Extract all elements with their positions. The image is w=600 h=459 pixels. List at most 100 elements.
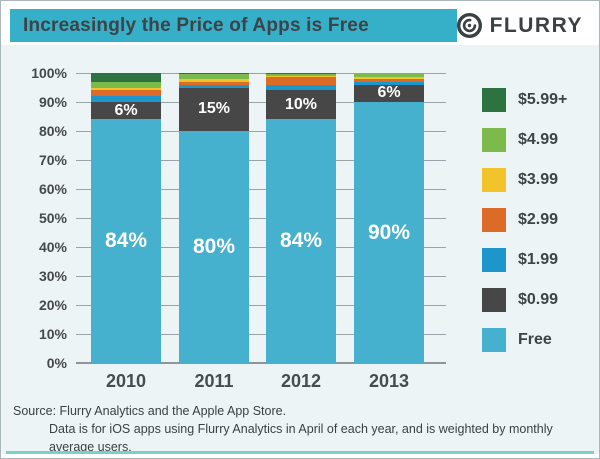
legend-swatch [482,128,506,152]
bar-segment-099: 10% [266,90,336,120]
bar-segment-099: 6% [354,84,424,102]
source-note: Source: Flurry Analytics and the Apple A… [13,402,599,456]
bar-2013: 90% 6% [354,73,424,363]
bar-segment-399 [266,75,336,78]
legend-label: $4.99 [518,131,559,148]
legend-item: $5.99+ [482,88,567,112]
bar-segment-099: 6% [91,101,161,120]
gridline [76,159,446,161]
bar-segment-free: 80% [179,131,249,363]
x-axis-label: 2011 [194,371,234,391]
legend-item: $0.99 [482,288,567,312]
legend-item: Free [482,328,567,352]
legend-label: $5.99+ [518,91,568,108]
gridline [76,275,446,277]
x-axis-baseline [76,362,446,364]
legend-swatch [482,248,506,272]
legend-item: $2.99 [482,208,567,232]
flurry-logo-icon [456,12,483,39]
brand-name: FLURRY [489,13,583,37]
bar-segment-299 [266,77,336,85]
legend-swatch [482,288,506,312]
gridline [76,217,446,219]
bar-value-label: 90% [367,220,411,244]
gridline [76,130,446,132]
bar-segment-599+ [91,73,161,82]
y-tick-label: 70% [38,152,67,168]
brand-logo: FLURRY [456,12,583,39]
bar-segment-399 [354,77,424,79]
bar-segment-299 [354,78,424,82]
legend-swatch [482,88,506,112]
bar-segment-499 [91,81,161,88]
bar-2011: 80% 15% [179,73,249,363]
bar-segment-399 [91,87,161,91]
title-bar: Increasingly the Price of Apps is Free [10,9,457,42]
bar-segment-499 [354,73,424,78]
legend-item: $3.99 [482,168,567,192]
bottom-strip [1,454,599,458]
x-axis-label: 2010 [105,371,147,391]
legend-label: $2.99 [518,211,559,228]
bar-segment-299 [179,81,249,85]
y-axis: 0% 10% 20% 30% 40% 50% 60% 70% 80% 90% 100% [9,65,67,371]
bottom-rule [6,451,594,454]
bar-segment-199 [179,84,249,88]
legend-item: $4.99 [482,128,567,152]
bar-segment-499 [179,74,249,79]
bar-segment-199 [91,96,161,103]
legend-label: $1.99 [518,251,559,268]
bar-segment-599+ [266,73,336,75]
bar-value-label: 15% [197,100,231,118]
bar-segment-299 [91,90,161,97]
source-line-1: Source: Flurry Analytics and the Apple A… [13,404,287,418]
bar-2010: 84% 6% [91,73,161,363]
bar-segment-099: 15% [179,87,249,131]
gridline [76,246,446,248]
y-tick-label: 0% [46,355,67,371]
gridline [76,188,446,190]
bar-segment-399 [179,78,249,82]
source-line-2: Data is for iOS apps using Flurry Analyt… [49,422,553,454]
bar-value-label: 10% [284,95,318,113]
bar-segment-free: 84% [266,119,336,363]
legend-item: $1.99 [482,248,567,272]
y-tick-label: 10% [38,326,67,342]
gridline [76,101,446,103]
legend-swatch [482,168,506,192]
legend: $5.99+ $4.99 $3.99 $2.99 $1.99 $0.99 Free [482,88,567,368]
x-axis-label: 2012 [280,371,322,391]
y-tick-label: 60% [38,181,67,197]
bar-value-label: 84% [279,229,323,253]
gridline [76,72,446,74]
legend-swatch [482,328,506,352]
bar-value-label: 6% [114,101,138,119]
plot-area: 84% 6% 2010 80% 15% 2011 84% 10% 2012 90% 6% 2013 [76,72,446,391]
legend-label: $3.99 [518,171,559,188]
legend-label: Free [518,331,552,348]
bar-segment-599+ [179,73,249,75]
bar-value-label: 6% [377,84,401,102]
bar-segment-499 [266,74,336,76]
legend-swatch [482,208,506,232]
y-tick-label: 20% [38,297,67,313]
bar-value-label: 84% [104,229,148,253]
bar-segment-199 [266,84,336,91]
gridline [76,333,446,335]
y-tick-label: 80% [38,123,67,139]
y-tick-label: 90% [38,94,67,110]
bar-2012: 84% 10% [266,73,336,363]
bar-value-label: 80% [192,235,236,258]
bar-segment-free: 90% [354,102,424,363]
y-tick-label: 50% [38,210,67,226]
bar-segment-199 [354,81,424,85]
y-tick-label: 40% [38,239,67,255]
bar-segment-free: 84% [91,119,161,363]
x-axis-label: 2013 [368,371,410,391]
y-tick-label: 100% [31,65,67,81]
y-tick-label: 30% [38,268,67,284]
page-title: Increasingly the Price of Apps is Free [23,14,369,36]
gridline [76,304,446,306]
legend-label: $0.99 [518,291,559,308]
